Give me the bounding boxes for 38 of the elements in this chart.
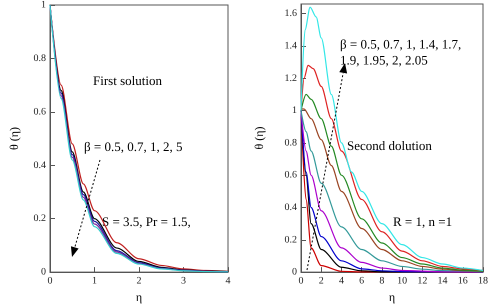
- y-tick-label: 0: [41, 266, 46, 278]
- annotation: R = 1, n =1: [393, 214, 452, 229]
- x-tick-label: 18: [478, 276, 488, 287]
- x-tick-label: 16: [458, 276, 468, 287]
- x-axis-title: η: [136, 290, 142, 304]
- annotation: S = 3.5, Pr = 1.5,: [102, 214, 191, 229]
- y-tick-label: 1.6: [284, 8, 297, 20]
- annotation: β = 0.5, 0.7, 1, 2, 5: [84, 139, 182, 154]
- x-tick-label: 2: [136, 276, 142, 287]
- x-tick-label: 1: [92, 276, 97, 287]
- y-tick-label: 0.2: [34, 213, 46, 224]
- y-tick-label: 0.8: [284, 137, 297, 148]
- y-tick-label: 0.6: [284, 170, 297, 181]
- x-tick-label: 14: [438, 276, 448, 287]
- x-tick-label: 6: [359, 276, 364, 287]
- y-tick-label: 0.4: [34, 160, 46, 171]
- x-tick-label: 12: [417, 276, 428, 287]
- y-axis-title: θ (η): [7, 127, 21, 150]
- y-tick-label: 0.2: [284, 234, 297, 246]
- y-tick-label: 1: [292, 105, 297, 116]
- y-tick-label: 1: [41, 0, 46, 10]
- x-tick-label: 4: [338, 276, 344, 287]
- annotation: First solution: [93, 73, 162, 88]
- x-tick-label: 10: [397, 276, 408, 287]
- x-tick-label: 2: [318, 276, 324, 287]
- y-tick-label: 0.4: [284, 202, 297, 213]
- y-tick-label: 0.8: [34, 52, 46, 64]
- y-axis-title: θ (η): [252, 126, 266, 150]
- x-axis-title: η: [388, 290, 396, 304]
- annotation: β = 0.5, 0.7, 1, 1.4, 1.7, 1.9, 1.95, 2, 2.05: [340, 36, 464, 68]
- y-tick-label: 1.2: [284, 72, 297, 84]
- y-tick-label: 0: [292, 266, 297, 278]
- y-tick-label: 0.6: [34, 106, 46, 118]
- y-tick-label: 1.4: [284, 40, 297, 52]
- x-tick-label: 4: [226, 276, 230, 287]
- x-tick-label: 3: [181, 276, 186, 287]
- annotation: Second dolution: [347, 138, 432, 153]
- x-tick-label: 8: [379, 276, 384, 287]
